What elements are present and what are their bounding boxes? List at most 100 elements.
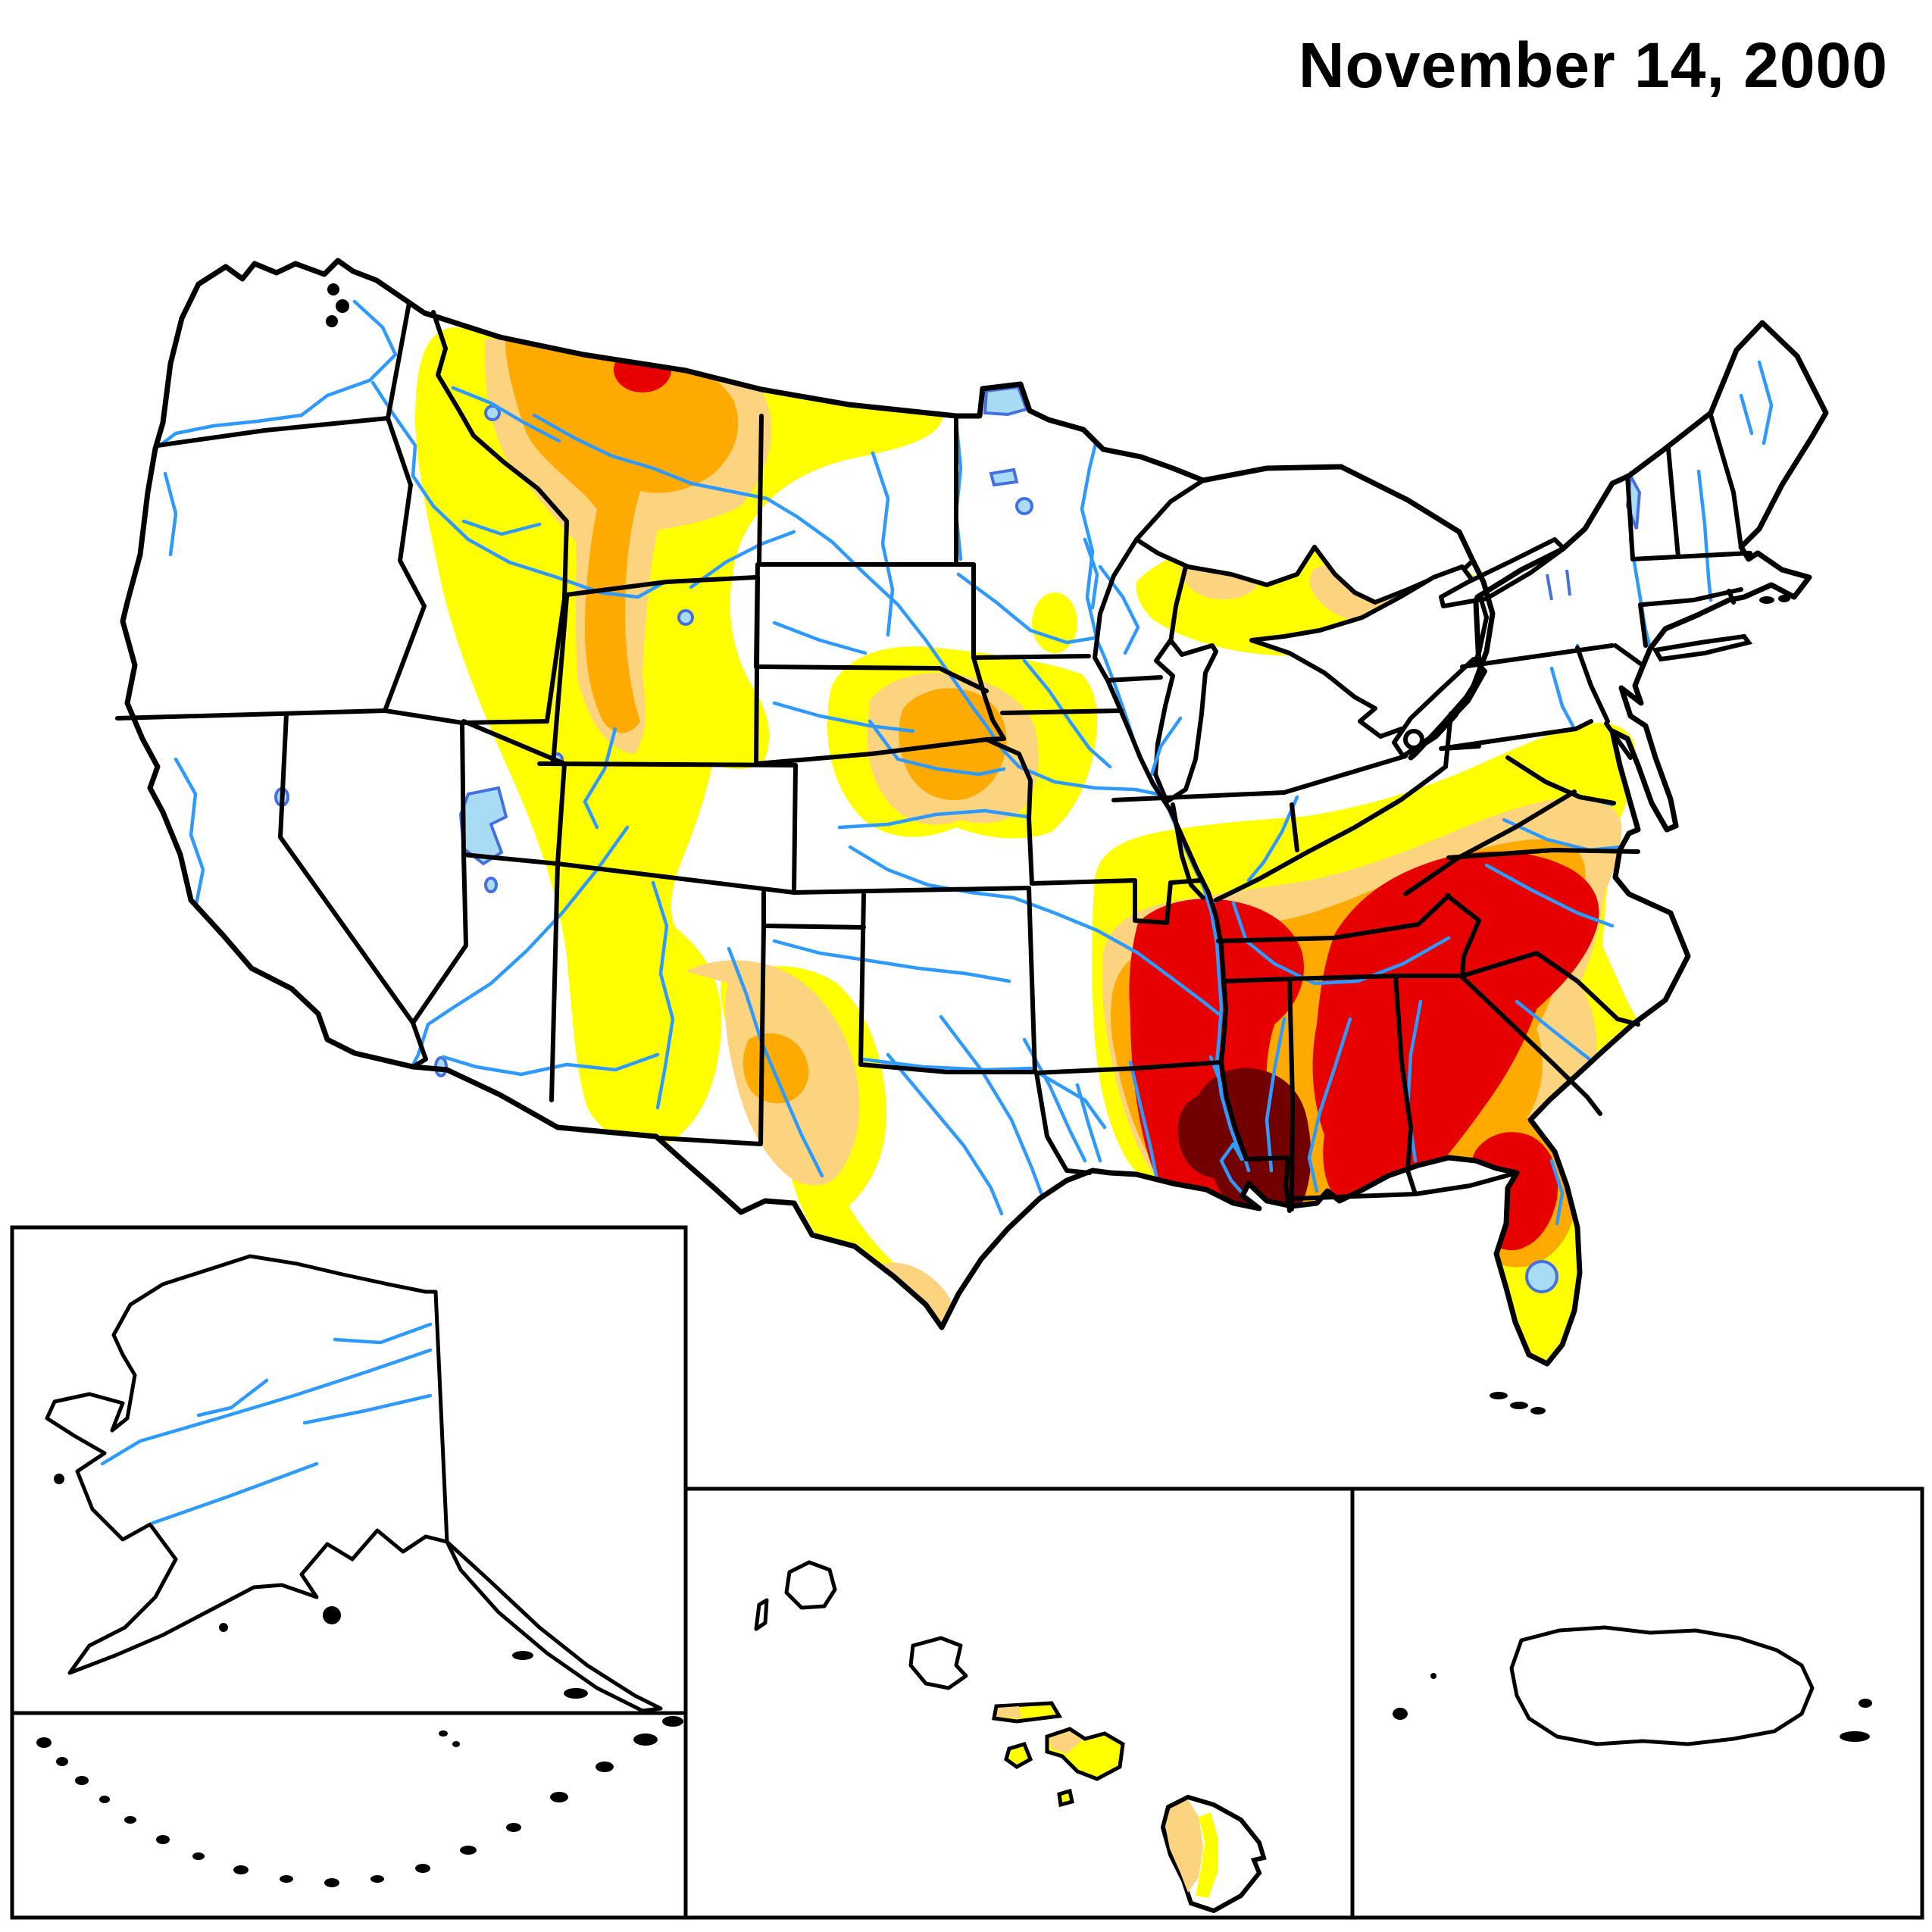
border-ne-ks	[754, 737, 989, 766]
river-niobrara	[772, 701, 915, 733]
border-va-nc	[1446, 848, 1640, 860]
border-co-ks	[792, 763, 798, 895]
yellowstone-lake	[677, 609, 694, 626]
pribilof-island	[452, 1741, 460, 1747]
lake-okeechobee	[1525, 1260, 1558, 1293]
vieques	[1840, 1731, 1870, 1742]
florida-keys	[1510, 1402, 1528, 1409]
puget-sound-island	[326, 315, 338, 327]
river-clark-fork	[451, 386, 561, 443]
river-susquehanna	[1549, 666, 1577, 731]
hawaii-inset	[683, 1487, 1355, 1920]
niihau	[754, 1598, 769, 1631]
mille-lacs-lake	[1015, 497, 1033, 515]
alaska-panhandle	[445, 1540, 663, 1713]
puget-sound-island	[336, 299, 349, 313]
alaska-outline	[45, 1254, 449, 1675]
border-mi-south	[1111, 754, 1408, 802]
aleutian-island	[233, 1865, 249, 1874]
river-colorado-texas	[886, 1052, 1004, 1216]
river-porcupine	[333, 1322, 433, 1345]
border-wy-mt	[564, 575, 758, 597]
border-wi-mi	[1168, 564, 1188, 645]
great-lakes	[1134, 464, 1566, 804]
aleutian-island	[192, 1852, 205, 1860]
border-ut-co	[555, 761, 567, 866]
border-pa-wv	[1441, 744, 1481, 751]
aleutian-islands-inset	[10, 1711, 688, 1920]
border-ny-nj	[1613, 643, 1645, 667]
rivers	[155, 299, 1774, 1226]
lake-michigan	[1153, 638, 1218, 804]
puerto-rico	[1509, 1625, 1815, 1746]
florida-keys	[1490, 1392, 1508, 1399]
kauai	[784, 1560, 837, 1610]
border-id-wy	[545, 596, 567, 724]
river-ouachita	[1128, 1060, 1160, 1186]
border-ia-mo	[1000, 708, 1124, 715]
kahoolawe	[1057, 1788, 1074, 1808]
big-island-d0-patch	[1196, 1812, 1218, 1898]
maui-d1-patch	[1049, 1731, 1082, 1754]
border-ok-ar	[1027, 886, 1037, 1074]
river-roanoke	[1484, 863, 1615, 928]
border-ky-tn	[1216, 893, 1451, 943]
border-de-md	[1604, 721, 1633, 760]
river-tombigbee	[1265, 1017, 1286, 1173]
border-ut-north	[461, 719, 567, 766]
river-illinois	[1149, 716, 1183, 777]
river-canadian	[772, 939, 1011, 983]
border-red-river-ok-tx	[858, 1062, 1037, 1074]
border-az-nm	[549, 861, 560, 1102]
aleutian-island	[280, 1875, 293, 1883]
aleutian-island	[324, 1878, 339, 1887]
river-sabine	[1075, 1083, 1102, 1163]
border-ga-sc-savannah	[1458, 974, 1602, 1116]
alaska-peninsula-tip	[662, 1716, 683, 1727]
border-sd-west	[754, 562, 760, 669]
border-ms-al	[1287, 977, 1295, 1211]
river-red-south	[860, 1057, 1107, 1130]
river-pecos	[727, 946, 824, 1178]
border-mt-nd	[757, 414, 764, 567]
border-ar-la	[1034, 1060, 1224, 1075]
alaska-inset	[10, 1225, 688, 1715]
river-salmon	[461, 519, 542, 536]
river-rio-grande-upper	[651, 880, 675, 1110]
river-brazos	[939, 1014, 1046, 1203]
border-tn-nc	[1445, 893, 1481, 978]
molokai-group	[992, 1701, 1125, 1808]
oahu	[908, 1636, 968, 1690]
aleutian-island	[124, 1816, 136, 1824]
border-ks-ok	[792, 886, 1031, 895]
river-penobscot	[1757, 360, 1774, 445]
river-snake	[370, 380, 667, 599]
aleutian-island	[596, 1762, 614, 1772]
border-sd-ne	[754, 664, 989, 693]
border-in-oh	[1290, 802, 1299, 852]
border-wi-il	[1105, 675, 1163, 683]
border-wy-co-south	[537, 761, 798, 767]
river-yellowstone	[689, 530, 796, 589]
river-willamette	[163, 471, 178, 557]
border-mn-wi	[1093, 537, 1139, 660]
big-island-d1-patch	[1165, 1799, 1203, 1893]
border-la-ms	[1244, 1155, 1292, 1213]
border-tx-la	[1034, 1071, 1092, 1175]
border-missouri-river-ia-ne-mo	[971, 655, 1034, 886]
border-nc-sc	[1460, 951, 1640, 1027]
river-cheyenne	[772, 621, 868, 655]
aleutian-near-island	[219, 1623, 228, 1632]
border-nv-az	[411, 852, 468, 1025]
panhandle-island	[564, 1688, 588, 1699]
red-lake-minnesota	[989, 467, 1019, 487]
nantucket	[1778, 595, 1790, 602]
st-lawrence-island	[54, 1474, 64, 1484]
puget-sound-island	[327, 283, 339, 295]
d3-region-montana	[614, 347, 671, 392]
aleutian-inset-box	[10, 1711, 688, 1920]
border-il-in	[1171, 802, 1205, 900]
river-st-croix	[1083, 537, 1099, 610]
